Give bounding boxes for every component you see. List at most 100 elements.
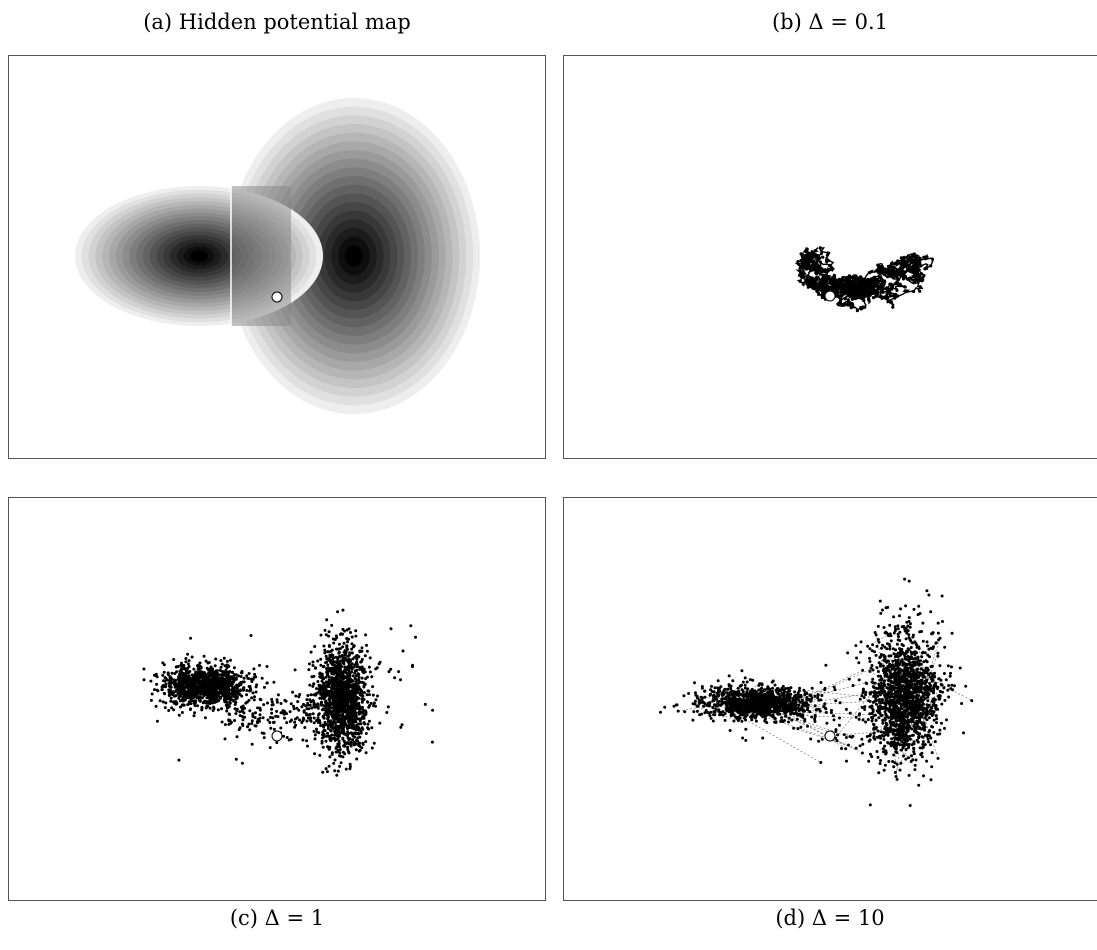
walk-point xyxy=(824,280,828,284)
walk-point xyxy=(851,293,855,297)
walk-point xyxy=(854,644,858,648)
walk-point xyxy=(333,717,337,721)
walk-point xyxy=(898,282,902,286)
walk-point xyxy=(823,702,827,706)
walk-point xyxy=(750,706,754,709)
walk-point xyxy=(397,670,401,674)
walk-point xyxy=(258,706,262,710)
walk-point xyxy=(400,723,404,727)
walk-point xyxy=(910,254,914,258)
walk-point xyxy=(744,718,748,722)
walk-point xyxy=(316,680,320,683)
walk-point xyxy=(351,700,355,704)
walk-point xyxy=(347,664,351,668)
walk-point xyxy=(275,709,279,713)
walk-point xyxy=(868,293,872,297)
walk-point xyxy=(316,659,320,663)
walk-point xyxy=(860,279,864,283)
walk-point xyxy=(757,704,761,708)
walk-point xyxy=(213,664,217,668)
walk-point xyxy=(276,693,280,697)
walk-point xyxy=(886,288,890,292)
walk-point xyxy=(225,672,229,676)
walk-point xyxy=(323,651,327,655)
walk-point xyxy=(828,278,833,282)
walk-point xyxy=(370,675,374,679)
walk-point xyxy=(744,727,748,731)
walk-point xyxy=(792,703,796,707)
walk-point xyxy=(162,685,166,689)
walk-point xyxy=(857,277,861,281)
walk-point xyxy=(819,698,823,702)
walk-point xyxy=(360,711,364,715)
walk-point xyxy=(766,687,770,691)
walk-point xyxy=(360,706,364,709)
walk-point xyxy=(192,667,196,671)
walk-point xyxy=(353,717,357,721)
walk-point xyxy=(799,252,803,256)
walk-point xyxy=(801,709,805,713)
walk-point xyxy=(765,694,769,698)
walk-point xyxy=(393,676,397,680)
walk-point xyxy=(369,701,373,705)
walk-point xyxy=(332,761,336,765)
walk-point xyxy=(765,721,769,725)
left-basin-level xyxy=(190,250,208,262)
walk-point xyxy=(270,711,274,715)
walk-point xyxy=(324,767,328,771)
walk-point xyxy=(235,735,239,739)
walk-point xyxy=(842,302,846,306)
walk-point xyxy=(358,665,362,669)
walk-point xyxy=(227,722,231,726)
walk-point xyxy=(316,716,320,720)
walk-point xyxy=(254,724,258,728)
walk-point xyxy=(827,263,831,267)
walk-point xyxy=(335,687,339,691)
walk-point xyxy=(366,689,370,693)
walk-point xyxy=(750,691,754,695)
walk-point xyxy=(331,698,335,702)
walk-point xyxy=(349,631,352,634)
walk-point xyxy=(258,713,262,717)
walk-point xyxy=(729,687,733,691)
walk-point xyxy=(313,703,317,707)
walk-point xyxy=(876,268,880,272)
walk-point xyxy=(206,682,210,686)
walk-point xyxy=(276,715,280,719)
walk-point xyxy=(782,704,785,708)
walk-point xyxy=(243,715,247,719)
walk-point xyxy=(914,256,918,260)
walk-point xyxy=(711,694,715,698)
walk-point xyxy=(863,286,867,290)
walk-point xyxy=(305,739,309,743)
walk-point xyxy=(303,726,307,729)
walk-point xyxy=(184,667,187,671)
walk-point xyxy=(327,668,331,672)
walk-point xyxy=(794,694,798,698)
walk-point xyxy=(711,706,715,710)
walk-point xyxy=(366,700,370,704)
walk-point xyxy=(338,647,342,651)
walk-point xyxy=(229,695,233,699)
walk-point xyxy=(374,704,377,708)
walk-point xyxy=(796,260,800,264)
walk-point xyxy=(322,681,326,685)
walk-point xyxy=(732,697,735,701)
walk-point xyxy=(721,710,725,714)
walk-point xyxy=(268,721,272,724)
walk-point xyxy=(793,690,797,694)
walk-point xyxy=(348,762,352,766)
walk-point xyxy=(820,694,824,697)
walk-point xyxy=(663,705,667,709)
walk-point xyxy=(823,688,827,692)
walk-point xyxy=(338,751,342,755)
walk-point xyxy=(802,275,806,279)
walk-point xyxy=(849,292,853,296)
walk-point xyxy=(927,716,931,720)
walk-point xyxy=(888,291,892,295)
walk-point xyxy=(339,723,343,727)
walk-point xyxy=(332,656,336,660)
walk-point xyxy=(819,681,823,684)
walk-point xyxy=(293,720,297,724)
walk-point xyxy=(357,712,361,716)
